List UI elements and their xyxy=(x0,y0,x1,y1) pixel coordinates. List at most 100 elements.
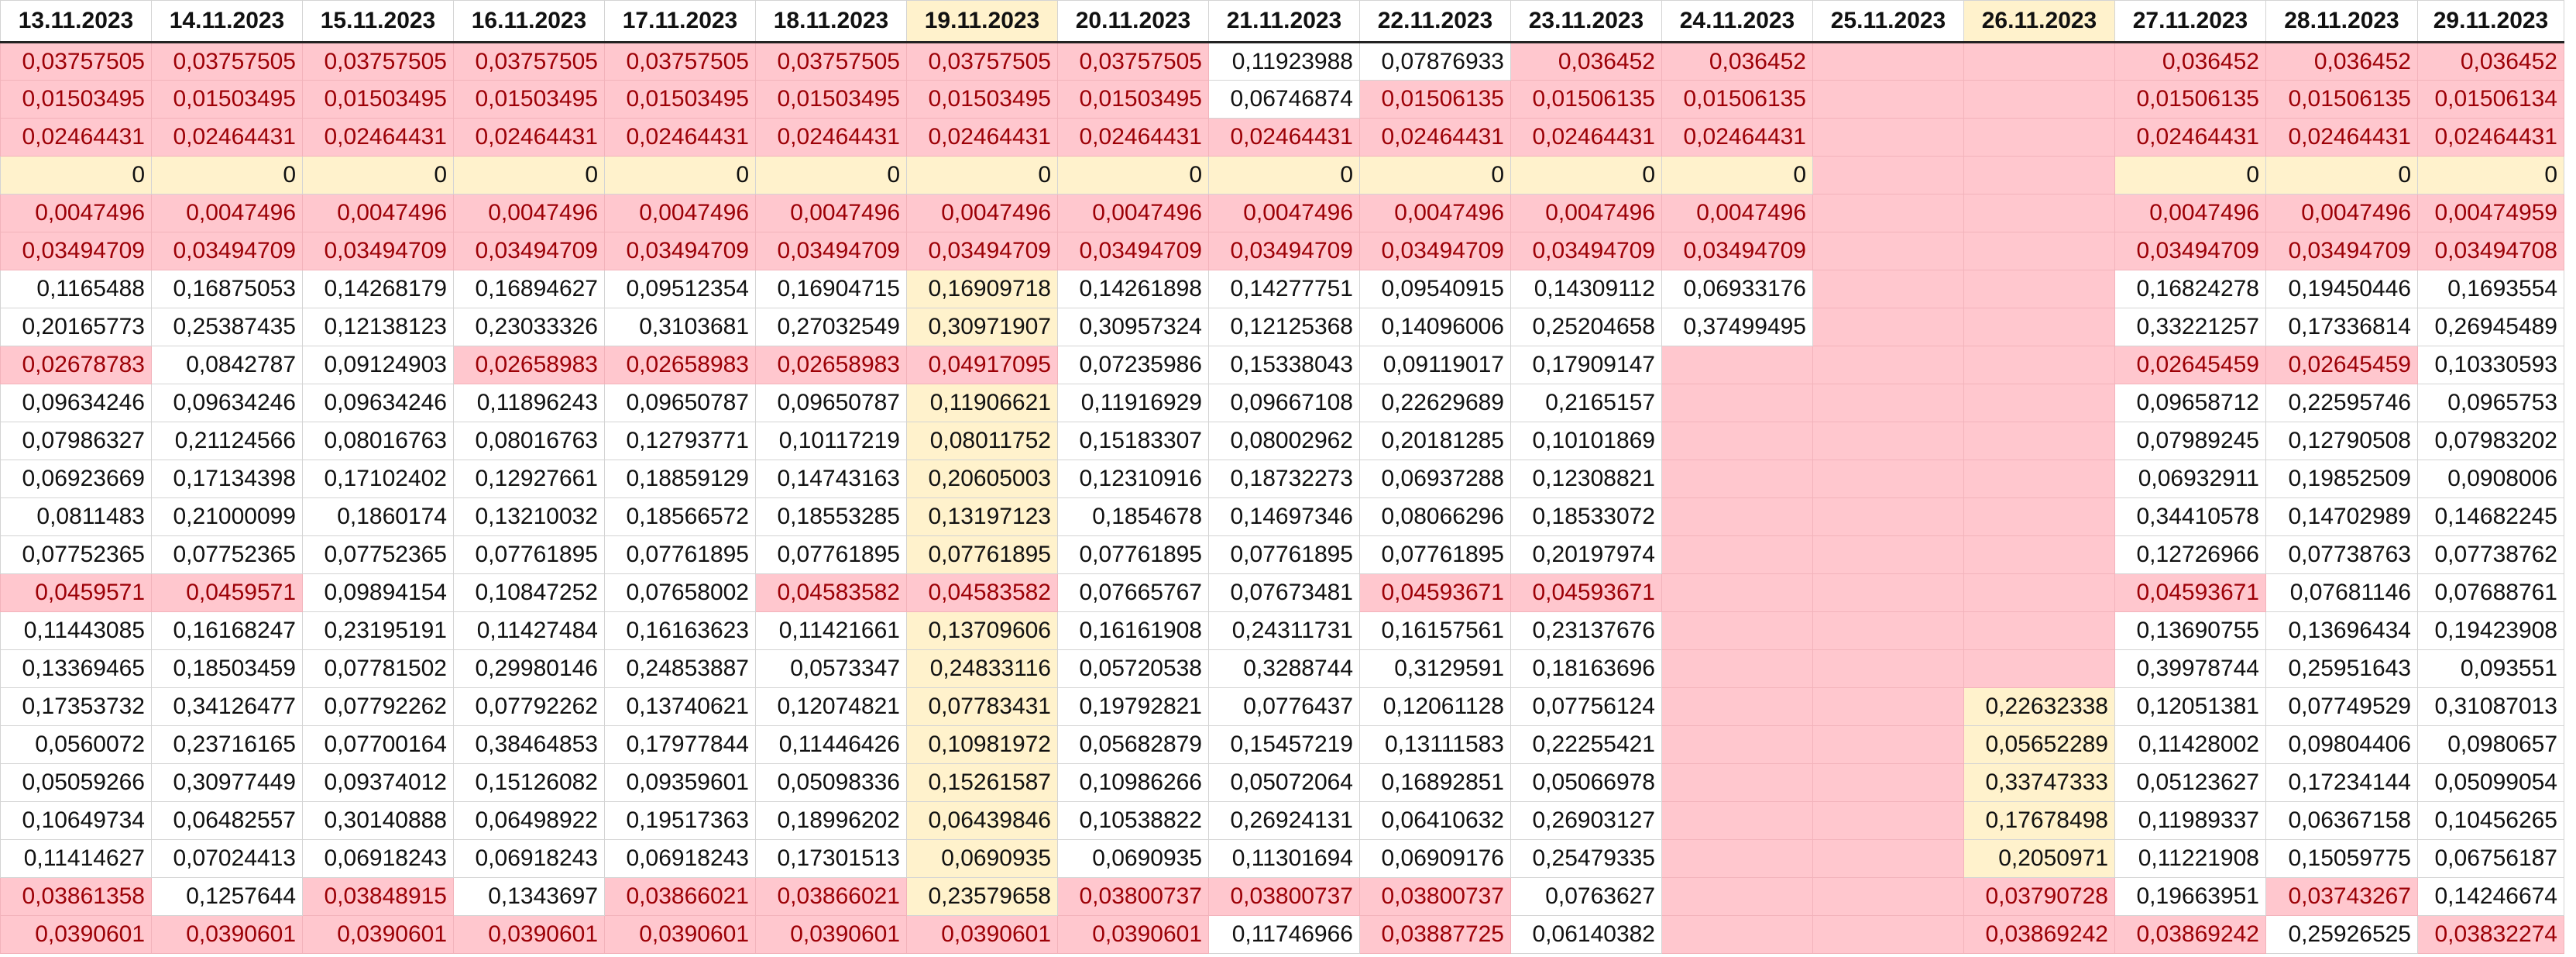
table-cell[interactable]: 0,06909176 xyxy=(1359,839,1511,878)
table-cell[interactable]: 0,1165488 xyxy=(0,270,152,308)
table-cell[interactable]: 0,23716165 xyxy=(151,725,303,764)
table-cell[interactable]: 0,03757505 xyxy=(0,42,152,81)
table-cell[interactable]: 0 xyxy=(1359,156,1511,194)
table-cell[interactable] xyxy=(1812,915,1964,954)
table-cell[interactable]: 0 xyxy=(2114,156,2266,194)
table-cell[interactable]: 0,02464431 xyxy=(151,118,303,157)
table-cell[interactable]: 0,09894154 xyxy=(302,573,454,612)
table-cell[interactable]: 0,0811483 xyxy=(0,497,152,536)
column-header[interactable]: 20.11.2023 xyxy=(1057,0,1209,43)
table-cell[interactable]: 0 xyxy=(604,156,756,194)
table-cell[interactable]: 0,05720538 xyxy=(1057,649,1209,688)
table-cell[interactable]: 0,07658002 xyxy=(604,573,756,612)
table-cell[interactable]: 0,0047496 xyxy=(2265,194,2418,232)
table-cell[interactable]: 0,07986327 xyxy=(0,422,152,460)
table-cell[interactable]: 0,02464431 xyxy=(2417,118,2564,157)
table-cell[interactable] xyxy=(1812,384,1964,422)
table-cell[interactable]: 0,14743163 xyxy=(755,460,907,498)
table-cell[interactable]: 0,0842787 xyxy=(151,346,303,384)
table-cell[interactable]: 0 xyxy=(1661,156,1813,194)
table-cell[interactable]: 0,18533072 xyxy=(1510,497,1662,536)
column-header[interactable]: 23.11.2023 xyxy=(1510,0,1662,43)
table-cell[interactable]: 0,16163623 xyxy=(604,611,756,650)
table-cell[interactable]: 0,07761895 xyxy=(1057,535,1209,574)
table-cell[interactable]: 0,16894627 xyxy=(453,270,605,308)
column-header[interactable]: 19.11.2023 xyxy=(906,0,1058,43)
table-cell[interactable]: 0,09359601 xyxy=(604,763,756,802)
table-cell[interactable] xyxy=(1661,763,1813,802)
table-cell[interactable]: 0,0965753 xyxy=(2417,384,2564,422)
table-cell[interactable]: 0,19450446 xyxy=(2265,270,2418,308)
table-cell[interactable]: 0,34410578 xyxy=(2114,497,2266,536)
table-cell[interactable]: 0 xyxy=(2417,156,2564,194)
table-cell[interactable] xyxy=(1963,384,2115,422)
table-cell[interactable]: 0,03757505 xyxy=(302,42,454,81)
table-cell[interactable]: 0,07752365 xyxy=(0,535,152,574)
table-cell[interactable]: 0,13197123 xyxy=(906,497,1058,536)
table-cell[interactable]: 0,0047496 xyxy=(302,194,454,232)
table-cell[interactable]: 0,14682245 xyxy=(2417,497,2564,536)
table-cell[interactable]: 0,03800737 xyxy=(1057,877,1209,916)
table-cell[interactable]: 0,1854678 xyxy=(1057,497,1209,536)
table-cell[interactable]: 0,0047496 xyxy=(1057,194,1209,232)
table-cell[interactable]: 0,01503495 xyxy=(755,80,907,119)
table-cell[interactable]: 0,12310916 xyxy=(1057,460,1209,498)
table-cell[interactable]: 0,07783431 xyxy=(906,687,1058,726)
table-cell[interactable]: 0,12138123 xyxy=(302,308,454,346)
table-cell[interactable]: 0,12061128 xyxy=(1359,687,1511,726)
table-cell[interactable]: 0,0390601 xyxy=(302,915,454,954)
column-header[interactable]: 16.11.2023 xyxy=(453,0,605,43)
table-cell[interactable]: 0,03800737 xyxy=(1208,877,1360,916)
table-cell[interactable]: 0,01506135 xyxy=(2114,80,2266,119)
table-cell[interactable]: 0,03494709 xyxy=(1661,232,1813,270)
table-cell[interactable]: 0,01506135 xyxy=(2265,80,2418,119)
table-cell[interactable]: 0,02464431 xyxy=(755,118,907,157)
table-cell[interactable]: 0,1693554 xyxy=(2417,270,2564,308)
table-cell[interactable]: 0,07761895 xyxy=(1359,535,1511,574)
table-cell[interactable] xyxy=(1812,801,1964,840)
table-cell[interactable]: 0,11896243 xyxy=(453,384,605,422)
table-cell[interactable]: 0,13696434 xyxy=(2265,611,2418,650)
table-cell[interactable] xyxy=(1661,497,1813,536)
table-cell[interactable]: 0,1343697 xyxy=(453,877,605,916)
column-header[interactable]: 27.11.2023 xyxy=(2114,0,2266,43)
table-cell[interactable]: 0,04583582 xyxy=(906,573,1058,612)
table-cell[interactable]: 0,18566572 xyxy=(604,497,756,536)
table-cell[interactable] xyxy=(1661,915,1813,954)
table-cell[interactable]: 0,11421661 xyxy=(755,611,907,650)
table-cell[interactable]: 0,22629689 xyxy=(1359,384,1511,422)
table-cell[interactable]: 0,05123627 xyxy=(2114,763,2266,802)
table-cell[interactable]: 0,3288744 xyxy=(1208,649,1360,688)
table-cell[interactable]: 0,14702989 xyxy=(2265,497,2418,536)
table-cell[interactable]: 0,02464431 xyxy=(1510,118,1662,157)
table-cell[interactable]: 0,17102402 xyxy=(302,460,454,498)
table-cell[interactable]: 0,03757505 xyxy=(453,42,605,81)
table-cell[interactable]: 0,0047496 xyxy=(1661,194,1813,232)
table-cell[interactable]: 0,03757505 xyxy=(1057,42,1209,81)
table-cell[interactable]: 0,02464431 xyxy=(302,118,454,157)
table-cell[interactable]: 0,07761895 xyxy=(1208,535,1360,574)
table-cell[interactable]: 0,07983202 xyxy=(2417,422,2564,460)
table-cell[interactable]: 0,12927661 xyxy=(453,460,605,498)
table-cell[interactable]: 0,13369465 xyxy=(0,649,152,688)
table-cell[interactable] xyxy=(1963,497,2115,536)
table-cell[interactable]: 0,07781502 xyxy=(302,649,454,688)
table-cell[interactable]: 0,10986266 xyxy=(1057,763,1209,802)
table-cell[interactable]: 0,11923988 xyxy=(1208,42,1360,81)
column-header[interactable]: 13.11.2023 xyxy=(0,0,152,43)
table-cell[interactable]: 0,38464853 xyxy=(453,725,605,764)
table-cell[interactable]: 0,31087013 xyxy=(2417,687,2564,726)
table-cell[interactable]: 0,03494708 xyxy=(2417,232,2564,270)
table-cell[interactable]: 0,14096006 xyxy=(1359,308,1511,346)
table-cell[interactable] xyxy=(1963,80,2115,119)
table-cell[interactable]: 0,07700164 xyxy=(302,725,454,764)
table-cell[interactable] xyxy=(1661,649,1813,688)
table-cell[interactable]: 0,03494709 xyxy=(755,232,907,270)
table-cell[interactable]: 0,03848915 xyxy=(302,877,454,916)
table-cell[interactable]: 0,03887725 xyxy=(1359,915,1511,954)
table-cell[interactable]: 0,30957324 xyxy=(1057,308,1209,346)
table-cell[interactable]: 0,21000099 xyxy=(151,497,303,536)
table-cell[interactable]: 0,01506135 xyxy=(1661,80,1813,119)
table-cell[interactable] xyxy=(1812,194,1964,232)
table-cell[interactable]: 0,036452 xyxy=(2265,42,2418,81)
